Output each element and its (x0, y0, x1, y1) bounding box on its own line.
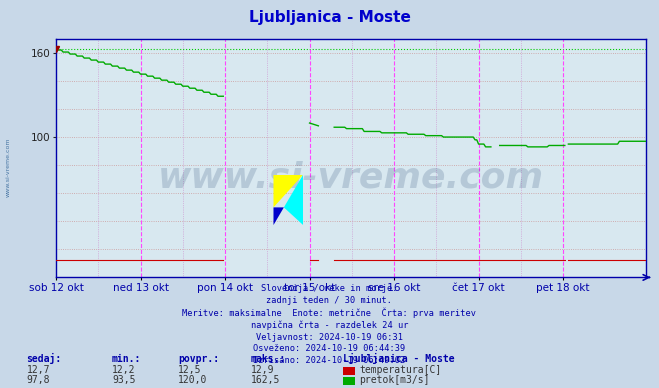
Text: Slovenija / reke in morje.
zadnji teden / 30 minut.
Meritve: maksimalne  Enote: : Slovenija / reke in morje. zadnji teden … (183, 284, 476, 365)
Text: maks.:: maks.: (250, 353, 285, 364)
Polygon shape (273, 207, 284, 225)
Polygon shape (273, 175, 303, 207)
Text: povpr.:: povpr.: (178, 353, 219, 364)
Text: www.si-vreme.com: www.si-vreme.com (158, 160, 544, 194)
Text: 12,9: 12,9 (250, 365, 274, 375)
Text: 120,0: 120,0 (178, 375, 208, 385)
Text: Ljubljanica - Moste: Ljubljanica - Moste (343, 353, 454, 364)
Text: 93,5: 93,5 (112, 375, 136, 385)
Text: 97,8: 97,8 (26, 375, 50, 385)
Text: pretok[m3/s]: pretok[m3/s] (359, 375, 430, 385)
Text: 162,5: 162,5 (250, 375, 280, 385)
Text: sedaj:: sedaj: (26, 353, 61, 364)
Polygon shape (284, 175, 303, 225)
Text: Ljubljanica - Moste: Ljubljanica - Moste (248, 10, 411, 25)
Text: www.si-vreme.com: www.si-vreme.com (5, 137, 11, 197)
Text: 12,5: 12,5 (178, 365, 202, 375)
Text: 12,2: 12,2 (112, 365, 136, 375)
Text: 12,7: 12,7 (26, 365, 50, 375)
Text: temperatura[C]: temperatura[C] (359, 365, 442, 375)
Text: min.:: min.: (112, 353, 142, 364)
